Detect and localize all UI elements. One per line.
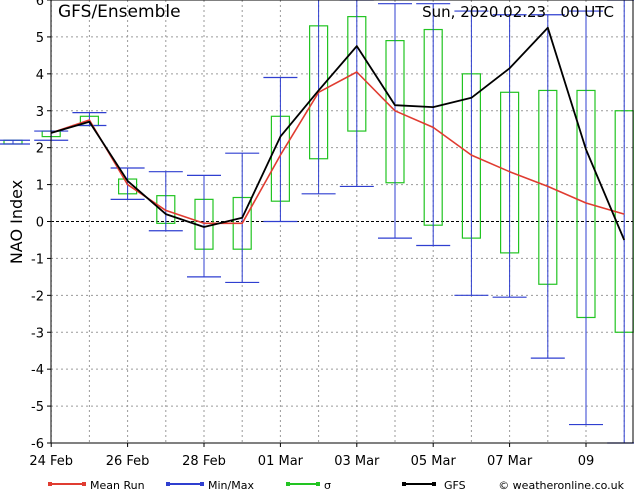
y-axis-label: NAO Index: [7, 180, 26, 264]
y-tick-label: -2: [31, 289, 44, 304]
chart-title: GFS/Ensemble: [58, 2, 181, 22]
y-tick-label: 3: [36, 105, 44, 120]
legend-marker-sigma: [286, 482, 290, 486]
legend-marker-gfs: [402, 482, 406, 486]
legend-label-sigma: σ: [324, 479, 331, 490]
x-tick-label: 24 Feb: [29, 454, 73, 469]
legend-marker-gfs-end: [432, 482, 436, 486]
legend-marker-mean-end: [82, 482, 86, 486]
y-tick-label: 0: [36, 216, 44, 231]
legend-marker-minmax: [166, 482, 170, 486]
x-tick-label: 01 Mar: [258, 454, 304, 469]
legend-label-mean: Mean Run: [90, 479, 145, 490]
y-tick-label: 5: [36, 31, 44, 46]
y-tick-label: 1: [36, 179, 44, 194]
y-tick-label: -4: [31, 363, 44, 378]
y-tick-label: -3: [31, 326, 44, 341]
legend-marker-mean: [48, 482, 52, 486]
y-tick-label: 2: [36, 142, 44, 157]
x-tick-label: 07 Mar: [487, 454, 533, 469]
x-tick-label: 26 Feb: [106, 454, 150, 469]
y-tick-labels: -6 -5 -4 -3 -2 -1 0 1 2 3 4 5 6: [31, 0, 51, 452]
legend: Mean Run Min/Max σ GFS © weatheronline.c…: [48, 479, 625, 490]
mean-run-line: [51, 71, 625, 225]
legend-marker-minmax-end: [200, 482, 204, 486]
plot-frame: [50, 0, 634, 444]
x-tick-label: 05 Mar: [411, 454, 457, 469]
series-lines: [51, 26, 626, 241]
grid-layer: [50, 0, 633, 443]
y-tick-label: -5: [31, 400, 44, 415]
copyright-credit: © weatheronline.co.uk: [498, 479, 624, 490]
legend-marker-sigma-end: [316, 482, 320, 486]
x-tick-label: 03 Mar: [334, 454, 380, 469]
run-timestamp: Sun, 2020.02.23 00 UTC: [422, 3, 614, 21]
legend-label-gfs: GFS: [444, 479, 466, 490]
x-tick-labels: 24 Feb 26 Feb 28 Feb 01 Mar 03 Mar 05 Mar 07 M…: [29, 443, 594, 469]
y-tick-label: -1: [31, 252, 44, 267]
x-tick-label: 28 Feb: [182, 454, 226, 469]
x-tick-label: 09: [578, 454, 595, 469]
legend-label-minmax: Min/Max: [208, 479, 254, 490]
y-tick-label: 6: [36, 0, 44, 9]
y-tick-label: -6: [31, 437, 44, 452]
y-tick-label: 4: [36, 68, 44, 83]
gfs-line: [51, 26, 626, 241]
